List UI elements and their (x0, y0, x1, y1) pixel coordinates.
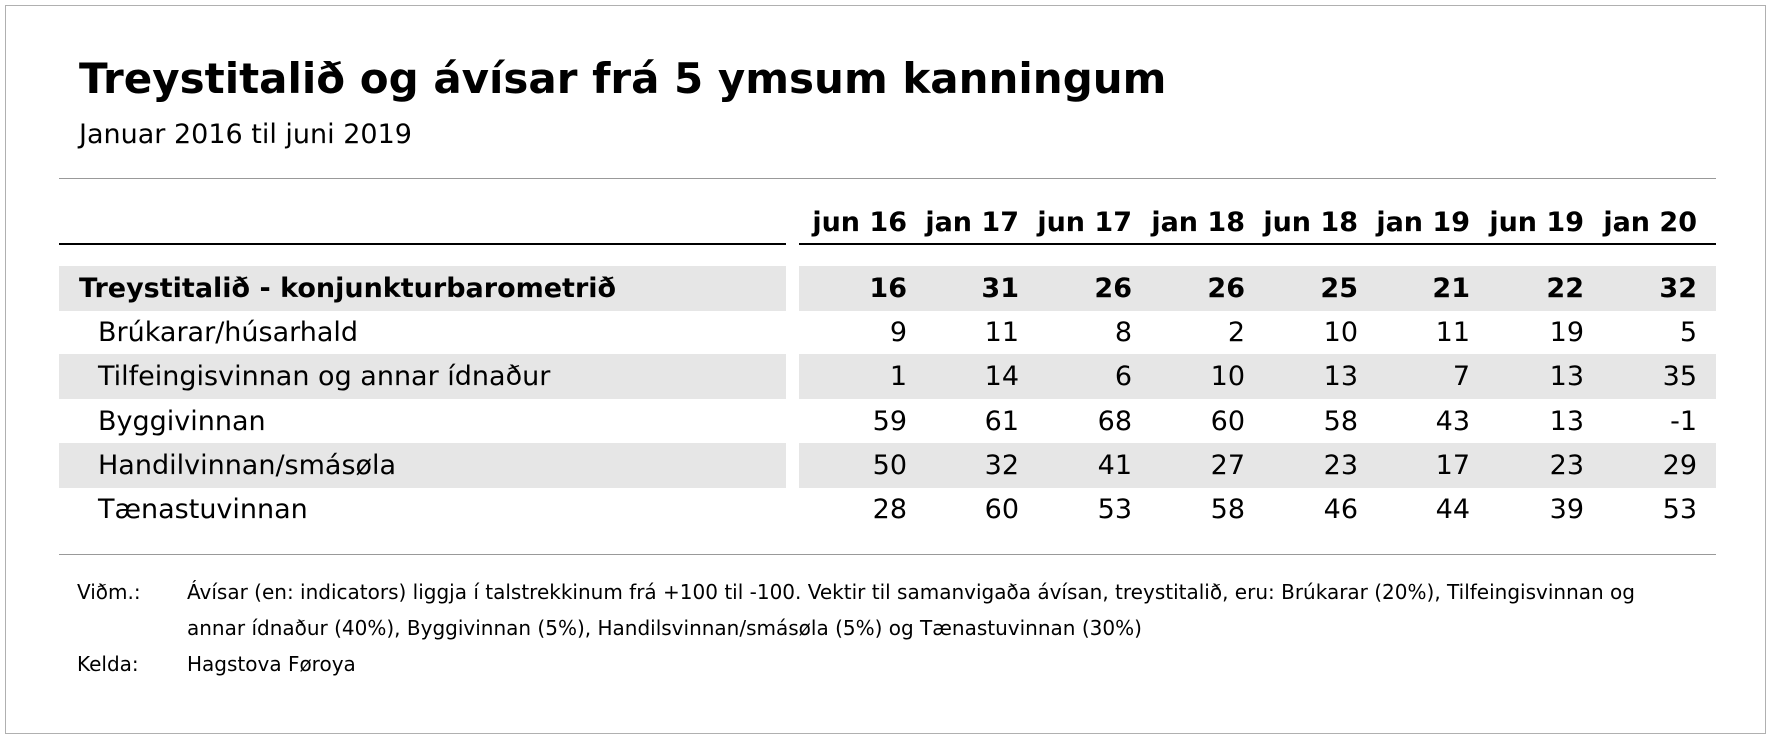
cell-value: 10 (1210, 361, 1245, 393)
cell-value: -1 (1670, 405, 1697, 437)
column-header: jan 19 (1376, 207, 1470, 238)
cell-value: 32 (984, 449, 1019, 481)
note-text: Ávísar (en: indicators) liggja í talstre… (187, 580, 1635, 640)
row-label: Byggivinnan (98, 405, 266, 437)
cell-value: 46 (1323, 494, 1358, 525)
cell-value: 41 (1097, 449, 1132, 481)
cell-value: 53 (1662, 494, 1697, 525)
top-rule (59, 178, 1716, 179)
cell-value: 32 (1659, 273, 1697, 304)
header-rule (799, 243, 1716, 245)
column-header: jan 17 (925, 207, 1019, 238)
cell-value: 13 (1323, 361, 1358, 393)
cell-value: 61 (984, 405, 1019, 437)
cell-value: 50 (872, 449, 907, 481)
cell-value: 23 (1549, 449, 1584, 481)
cell-value: 58 (1210, 494, 1245, 525)
row-shade (59, 266, 786, 311)
cell-value: 5 (1679, 317, 1697, 349)
row-shade (799, 442, 1716, 488)
bottom-rule (59, 554, 1716, 555)
cell-value: 11 (984, 317, 1019, 349)
column-header: jun 19 (1489, 207, 1584, 238)
cell-value: 25 (1320, 273, 1358, 304)
cell-value: 9 (889, 317, 907, 349)
cell-value: 26 (1207, 273, 1245, 304)
title: Treystitalið og ávísar frá 5 ymsum kanni… (79, 54, 1167, 103)
cell-value: 23 (1323, 449, 1358, 481)
cell-value: 60 (1210, 405, 1245, 437)
note-text: Hagstova Føroya (187, 652, 356, 676)
cell-value: 19 (1549, 317, 1584, 349)
cell-value: 43 (1435, 405, 1470, 437)
row-shade (59, 442, 786, 488)
cell-value: 59 (872, 405, 907, 437)
cell-value: 28 (872, 494, 907, 525)
subtitle: Januar 2016 til juni 2019 (79, 119, 412, 150)
row-label: Tænastuvinnan (98, 494, 308, 525)
cell-value: 26 (1094, 273, 1132, 304)
row-label: Tilfeingisvinnan og annar ídnaður (98, 361, 551, 393)
cell-value: 44 (1435, 494, 1470, 525)
cell-value: 2 (1227, 317, 1245, 349)
row-shade (59, 354, 786, 400)
cell-value: 29 (1662, 449, 1697, 481)
frame (5, 5, 1766, 734)
column-header: jun 17 (1037, 207, 1132, 238)
cell-value: 60 (984, 494, 1019, 525)
note-label: Kelda: (77, 652, 139, 676)
column-header: jan 20 (1603, 207, 1697, 238)
row-shade (799, 354, 1716, 400)
row-label: Handilvinnan/smásøla (98, 449, 397, 481)
cell-value: 16 (869, 273, 907, 304)
column-header: jan 18 (1151, 207, 1245, 238)
cell-value: 14 (984, 361, 1019, 393)
cell-value: 35 (1662, 361, 1697, 393)
column-header: jun 16 (812, 207, 907, 238)
column-header: jun 18 (1263, 207, 1358, 238)
row-label: Treystitalið - konjunkturbarometrið (79, 273, 617, 304)
cell-value: 1 (889, 361, 907, 393)
row-label: Brúkarar/húsarhald (98, 317, 359, 349)
cell-value: 21 (1432, 273, 1470, 304)
cell-value: 22 (1546, 273, 1584, 304)
cell-value: 8 (1114, 317, 1132, 349)
cell-value: 11 (1435, 317, 1470, 349)
cell-value: 39 (1549, 494, 1584, 525)
cell-value: 68 (1097, 405, 1132, 437)
note-label: Viðm.: (77, 580, 141, 604)
cell-value: 31 (981, 273, 1019, 304)
cell-value: 13 (1549, 405, 1584, 437)
cell-value: 53 (1097, 494, 1132, 525)
cell-value: 27 (1210, 449, 1245, 481)
cell-value: 58 (1323, 405, 1358, 437)
row-shade (799, 266, 1716, 311)
cell-value: 13 (1549, 361, 1584, 393)
cell-value: 10 (1323, 317, 1358, 349)
cell-value: 6 (1114, 361, 1132, 393)
header-rule (59, 243, 786, 245)
cell-value: 17 (1435, 449, 1470, 481)
cell-value: 7 (1452, 361, 1470, 393)
